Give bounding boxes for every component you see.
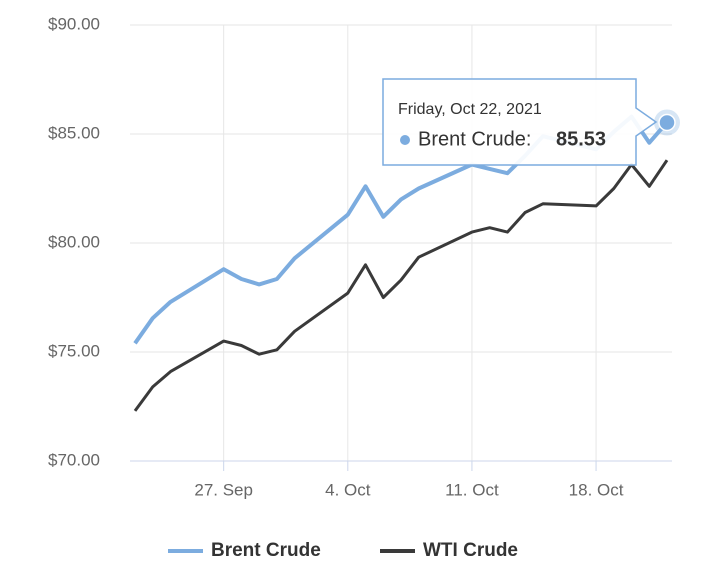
- legend-label: Brent Crude: [211, 540, 321, 561]
- legend-label: WTI Crude: [423, 540, 518, 561]
- y-tick-label: $90.00: [48, 14, 100, 33]
- x-tick-label: 4. Oct: [325, 480, 371, 499]
- x-tick-label: 27. Sep: [194, 480, 253, 499]
- tooltip-value: 85.53: [556, 128, 606, 150]
- y-tick-label: $85.00: [48, 123, 100, 142]
- hover-point: [658, 113, 676, 132]
- tooltip-date: Friday, Oct 22, 2021: [398, 101, 542, 118]
- x-tick-label: 11. Oct: [445, 480, 499, 499]
- tooltip: Friday, Oct 22, 2021 Brent Crude: 85.53: [382, 78, 658, 166]
- y-tick-label: $75.00: [48, 341, 100, 360]
- tooltip-box: [382, 78, 658, 166]
- y-tick-label: $70.00: [48, 450, 100, 469]
- y-tick-label: $80.00: [48, 232, 100, 251]
- tooltip-dot: [400, 135, 410, 145]
- line: [133, 159, 669, 412]
- tooltip-label: Brent Crude:: [418, 128, 531, 150]
- x-tick-label: 18. Oct: [569, 480, 624, 499]
